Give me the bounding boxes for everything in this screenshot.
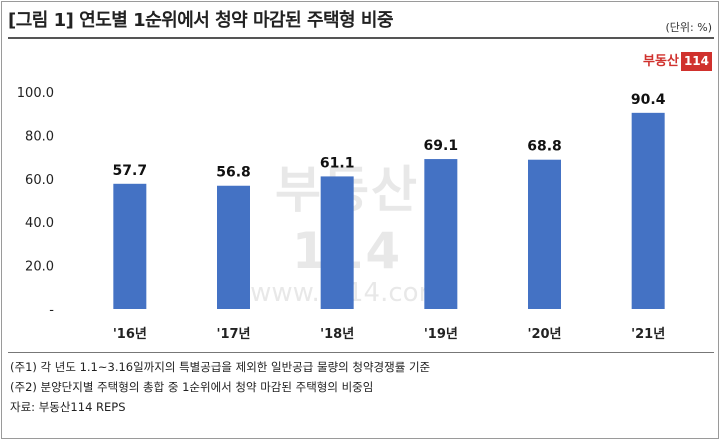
source-note: 자료: 부동산114 REPS [10,400,126,414]
x-tick-label: '17년 [216,327,250,342]
x-tick-label: '20년 [527,327,561,342]
title-divider [8,37,714,39]
data-labels: 57.7 56.8 61.1 69.1 68.8 90.4 [113,92,666,181]
y-tick-label: 80.0 [25,129,54,144]
x-tick-label: '18년 [320,327,354,342]
data-label: 69.1 [424,138,459,154]
bar [528,159,561,309]
y-tick-label: - [49,303,54,318]
unit-label: (단위: %) [665,21,712,34]
data-label: 57.7 [113,163,148,179]
logo-number: 114 [680,52,712,71]
brand-logo: 부동산 114 [643,52,712,71]
bar [424,159,458,309]
footnote-1: (주1) 각 년도 1.1~3.16일까지의 특별공급을 제외한 일반공급 물량… [10,360,431,374]
footnotes: (주1) 각 년도 1.1~3.16일까지의 특별공급을 제외한 일반공급 물량… [10,357,430,417]
y-tick-label: 100.0 [17,86,54,101]
bar-series [113,112,665,309]
x-tick-label: '21년 [631,327,665,342]
y-tick-label: 60.0 [25,173,54,188]
data-label: 61.1 [320,155,355,171]
logo-text: 부동산 [643,54,679,69]
data-label: 90.4 [631,92,666,108]
footnote-2: (주2) 분양단지별 주택형의 총합 중 1순위에서 청약 마감된 주택형의 비… [10,380,374,394]
y-tick-label: 20.0 [25,260,54,275]
x-axis: '16년 '17년 '18년 '19년 '20년 '21년 [113,327,665,342]
y-axis: - 20.0 40.0 60.0 80.0 100.0 [17,86,55,318]
footer-divider [8,352,714,353]
data-label: 68.8 [527,139,562,155]
bar [631,112,665,309]
x-tick-label: '19년 [424,327,458,342]
y-tick-label: 40.0 [25,216,54,231]
chart-title: [그림 1] 연도별 1순위에서 청약 마감된 주택형 비중 [8,10,394,31]
bar [320,176,354,309]
data-label: 56.8 [216,165,251,181]
x-tick-label: '16년 [113,327,147,342]
bar [113,183,147,309]
bar [217,185,250,309]
